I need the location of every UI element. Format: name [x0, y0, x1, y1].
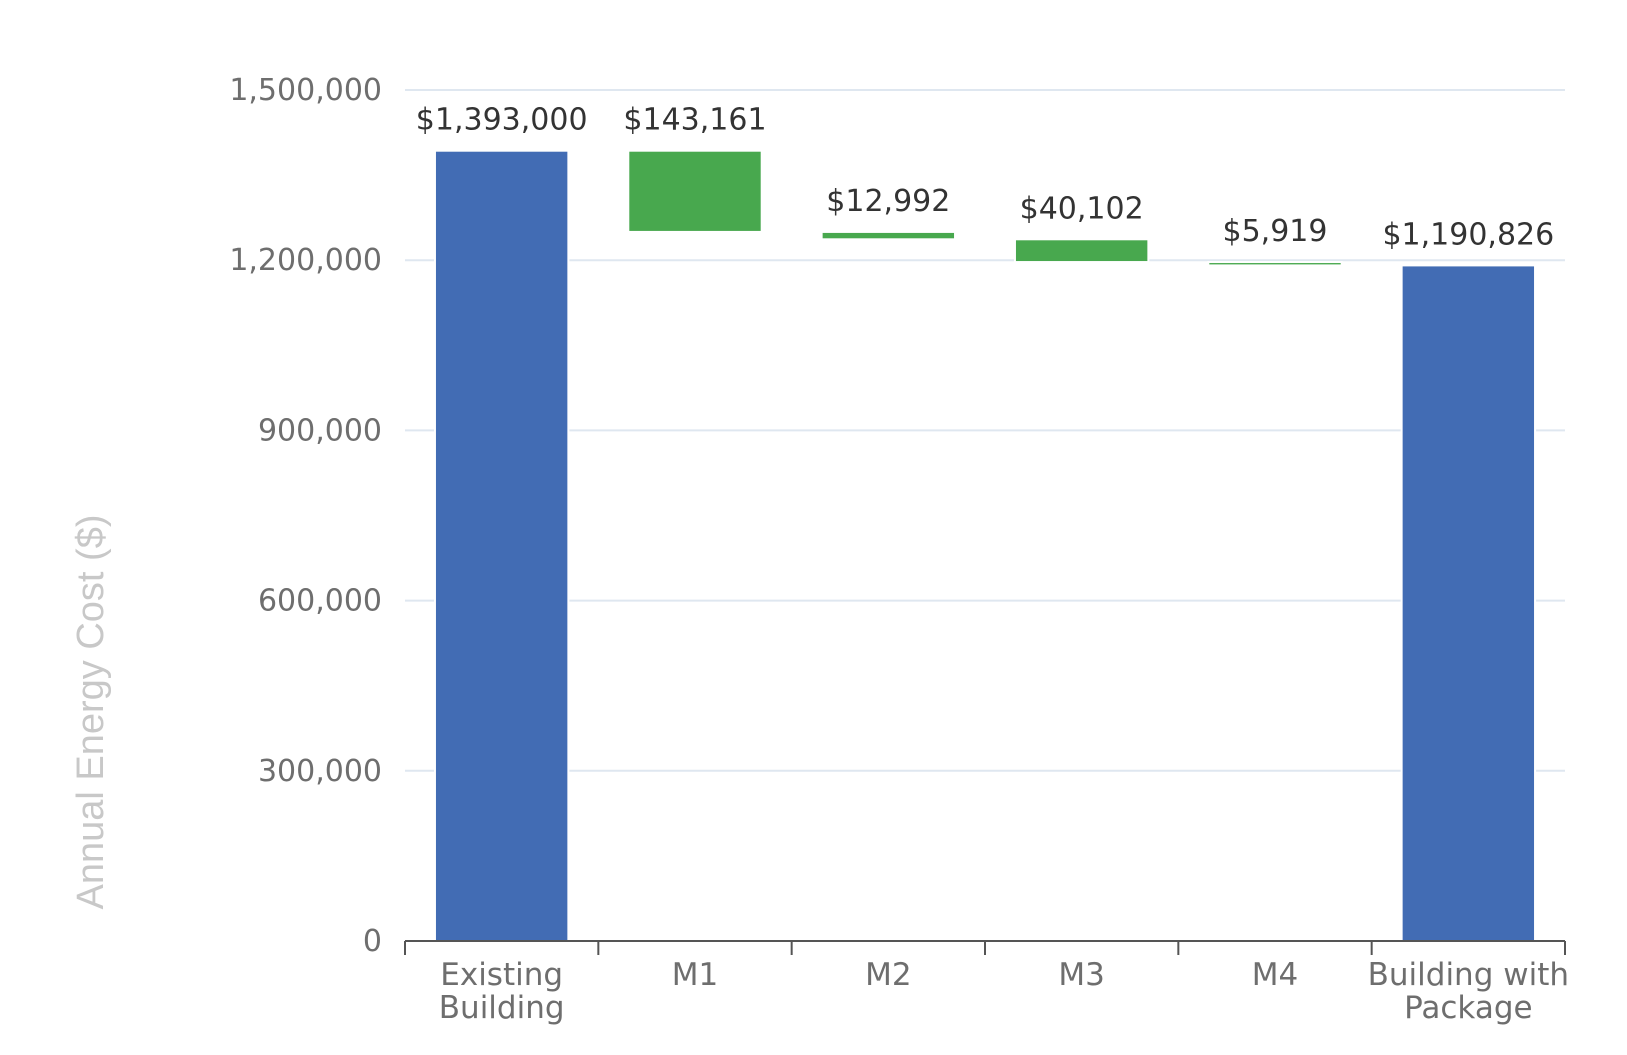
y-tick-label: 900,000: [258, 413, 382, 448]
total-bar: [1400, 264, 1537, 942]
x-tick-label: M2: [865, 957, 911, 993]
y-axis-title: Annual Energy Cost ($): [70, 515, 112, 910]
axis-layer: [404, 940, 1566, 955]
bar-value-label: $1,190,826: [1382, 217, 1554, 252]
y-tick-label: 300,000: [258, 754, 382, 789]
x-tick-label: Package: [1404, 990, 1533, 1026]
bar-value-label: $12,992: [826, 184, 950, 219]
delta-bar: [1013, 238, 1150, 264]
delta-bar: [1207, 261, 1343, 267]
y-tick-label: 600,000: [258, 584, 382, 619]
x-tick-label: Existing: [440, 957, 563, 993]
delta-bar: [627, 149, 763, 233]
y-tick-label: 1,200,000: [229, 243, 382, 278]
bar-value-label: $1,393,000: [416, 103, 588, 138]
x-tick-label: Building with: [1368, 957, 1569, 993]
y-tick-label: 1,500,000: [229, 73, 382, 108]
label-layer: 0 300,000 600,000 900,000 1,200,000 1,500,000…: [229, 73, 1569, 1026]
bar-value-label: $143,161: [623, 103, 766, 138]
bar-layer: [433, 149, 1537, 943]
x-tick-label: M3: [1058, 957, 1104, 993]
bar-value-label: $5,919: [1223, 214, 1328, 249]
x-tick-label: Building: [439, 990, 565, 1026]
grid-layer: [405, 89, 1565, 772]
x-tick-label: M4: [1252, 957, 1298, 993]
delta-bar: [820, 230, 957, 241]
total-bar: [433, 149, 570, 943]
y-tick-label: 0: [363, 924, 382, 959]
bar-value-label: $40,102: [1020, 191, 1144, 226]
x-tick-label: M1: [672, 957, 718, 993]
